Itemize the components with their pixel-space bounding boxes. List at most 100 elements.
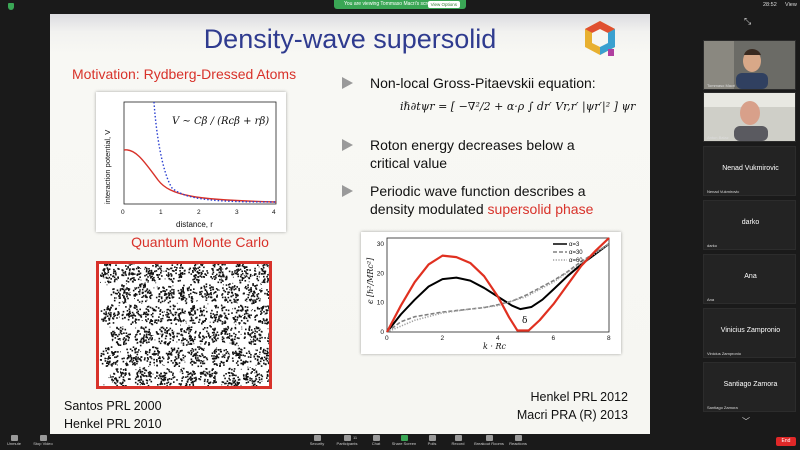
chart-ytick: 10 [377,300,385,307]
chart-annotation-delta: δ [522,316,527,326]
legend-label: α=30 [569,250,583,256]
breakout-rooms-button[interactable]: Breakout Rooms [469,435,509,446]
chart-ytick: 30 [377,241,385,248]
references-right: Henkel PRL 2012 Macri PRA (R) 2013 [517,388,628,424]
top-bar: You are viewing Tommaso Macri's screen V… [0,0,800,14]
expand-icon[interactable]: ⤡ [744,16,752,26]
unmute-button[interactable]: Unmute [0,435,32,446]
qmc-density-pattern [99,264,269,386]
tool-label: Breakout Rooms [474,441,504,446]
reactions-icon [514,435,522,441]
record-button[interactable]: Record [440,435,476,446]
potential-xtick: 3 [235,209,239,216]
stop-video-button[interactable]: Stop Video [25,435,61,446]
tool-label: Share Screen [391,441,417,446]
chart-xtick: 8 [607,335,611,342]
legend-label: α=60 [569,258,583,264]
bullet-line: critical value [370,155,448,171]
reference: Henkel PRL 2010 [64,417,162,431]
camera-icon [39,435,47,441]
participant-tag: Antun Balaz [707,135,729,140]
bullet-line: Roton energy decreases below a [370,137,575,153]
legend-label: α=3 [569,242,580,248]
meeting-toolbar: Unmute Stop Video Security Participants … [0,434,800,450]
participant-tile-video[interactable]: Tommaso Macri [703,40,796,90]
tool-label: Chat [371,441,381,446]
bullet-line-start: density modulated [370,201,488,217]
tool-label: Unmute [6,441,21,446]
chart-xtick: 4 [496,335,500,342]
potential-xtick: 1 [159,209,163,216]
potential-ylabel: interaction potential, V [103,130,112,204]
tool-label: Participants [336,441,358,446]
potential-xtick: 4 [272,209,276,216]
participant-name: darko [741,219,760,226]
participants-count: 11 [353,435,358,440]
logo-icon [585,21,615,56]
security-button[interactable]: Security [299,435,335,446]
participant-name: Santiago Zamora [723,381,778,388]
gpe-equation: iℏ∂tψr = [ −∇²/2 + α·ρ ∫ dr′ Vr,r′ |ψr′|… [400,100,636,113]
qmc-heading: Quantum Monte Carlo [131,234,269,250]
series-line-0 [386,243,610,333]
participant-name: Vinicius Zampronio [720,327,781,334]
participant-tag: Vinicius Zampronio [707,351,741,356]
share-screen-icon [400,435,408,441]
dispersion-chart: 0 2 4 6 8 0 10 20 30 α=3 α=30 α=60 ϵ [ℏ²/MRc²] k ·… [361,232,621,354]
participants-button[interactable]: Participants [329,435,365,446]
clock: 28:52 [763,2,777,8]
end-meeting-button[interactable]: End [776,437,796,446]
chart-ytick: 20 [377,270,385,277]
bullet-text: Non-local Gross-Pitaevskii equation: [370,75,596,91]
chart-ylabel: ϵ [ℏ²/MRc²] [366,257,375,304]
tool-label: Stop Video [33,441,53,446]
potential-curve-red [123,149,277,203]
participant-name: Ana [744,273,757,280]
supersolid-highlight: supersolid phase [487,201,594,217]
polls-icon [428,435,436,441]
polls-button[interactable]: Polls [414,435,450,446]
share-screen-button[interactable]: Share Screen [386,435,422,446]
participant-tile[interactable]: Nenad Vukmirovic Nenad Vukmirovic [703,146,796,196]
bullet-line: density modulated supersolid phase [370,200,593,218]
qmc-density-image [96,261,272,389]
chat-button[interactable]: Chat [358,435,394,446]
chart-xtick: 6 [552,335,556,342]
participant-tile[interactable]: Santiago Zamora Santiago Zamora [703,362,796,412]
participant-tag: Tommaso Macri [707,83,736,88]
participant-tile[interactable]: Vinicius Zampronio Vinicius Zampronio [703,308,796,358]
slide-title: Density-wave supersolid [203,24,497,54]
tool-label: Security [309,441,325,446]
tool-label: Reactions [509,441,527,446]
bullet-arrow-icon [342,77,353,89]
participant-tile-video[interactable]: Antun Balaz [703,92,796,142]
chart-xtick: 2 [441,335,445,342]
participant-tile[interactable]: darko darko [703,200,796,250]
participant-tile[interactable]: Ana Ana [703,254,796,304]
bullet-line: Periodic wave function describes a [370,183,586,199]
view-options-button[interactable]: View Options [427,1,460,8]
participant-tag: Ana [707,297,715,302]
breakout-rooms-icon [485,435,493,441]
participant-tag: Nenad Vukmirovic [707,189,740,194]
screen-share-banner: You are viewing Tommaso Macri's screen V… [334,0,466,9]
bullet-arrow-icon [342,185,353,197]
bullet-text: Periodic wave function describes a densi… [370,182,593,218]
potential-xtick: 2 [197,209,201,216]
participant-video-frame [704,93,795,141]
participant-tag: darko [707,243,718,248]
chart-frame [386,237,610,333]
potential-curve-blue [153,101,277,203]
series-line-1 [386,243,610,333]
reference: Santos PRL 2000 [64,399,162,413]
participant-video-frame [704,41,795,89]
people-icon [343,435,351,441]
microphone-icon [10,435,18,441]
reference: Macri PRA (R) 2013 [516,408,628,422]
participants-panel: Tommaso Macri Antun Balaz Nenad Vukmirov… [700,14,800,434]
reference: Henkel PRL 2012 [530,390,628,404]
reactions-button[interactable]: Reactions [500,435,536,446]
view-button[interactable]: View [785,2,797,8]
chevron-down-icon[interactable]: ﹀ [742,417,750,426]
record-icon [454,435,462,441]
